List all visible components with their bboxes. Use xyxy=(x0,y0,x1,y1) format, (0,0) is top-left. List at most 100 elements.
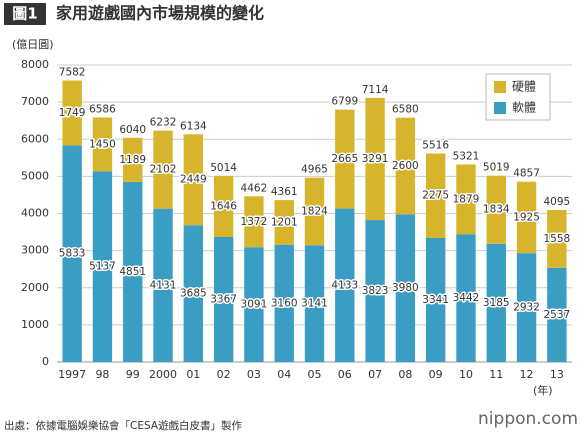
y-tick-label: 0 xyxy=(42,355,49,368)
y-tick-label: 6000 xyxy=(21,132,49,145)
total-label: 5014 xyxy=(210,162,237,174)
value-label: 2449 xyxy=(180,174,207,186)
legend-label: 軟體 xyxy=(512,100,536,115)
value-label: 5137 xyxy=(89,261,116,273)
value-label: 3291 xyxy=(362,153,389,165)
bar-segment xyxy=(365,97,385,221)
value-label: 4851 xyxy=(119,266,146,278)
total-label: 5019 xyxy=(483,162,510,174)
bar-segment xyxy=(62,80,82,146)
value-label: 2537 xyxy=(543,309,570,321)
x-tick-label: 08 xyxy=(398,368,412,381)
bar-segment xyxy=(547,209,567,268)
bar-segment xyxy=(547,267,567,362)
bar-segment xyxy=(425,153,446,238)
value-label: 3823 xyxy=(362,285,389,297)
value-label: 3141 xyxy=(301,298,328,310)
bar-segment xyxy=(92,171,113,362)
legend-swatch xyxy=(494,102,506,114)
x-tick-label: 11 xyxy=(489,368,503,381)
bar-segment xyxy=(425,237,446,362)
bar-segment xyxy=(183,225,204,362)
total-label: 6586 xyxy=(89,103,116,115)
value-label: 1646 xyxy=(210,200,237,212)
x-tick-label: 2000 xyxy=(149,368,177,381)
bar-segment xyxy=(213,237,234,362)
total-label: 4857 xyxy=(513,168,540,180)
bar-segment xyxy=(244,247,264,362)
value-label: 3160 xyxy=(271,297,298,309)
x-tick-label: 02 xyxy=(217,368,231,381)
value-label: 4131 xyxy=(150,279,177,291)
total-label: 7114 xyxy=(362,84,389,96)
x-tick-label: 98 xyxy=(95,368,109,381)
total-label: 4965 xyxy=(301,164,328,176)
figure-label: 圖1 xyxy=(12,5,37,23)
bar-segment xyxy=(486,175,506,244)
value-label: 2102 xyxy=(150,164,177,176)
bar-segment xyxy=(365,220,385,362)
value-label: 5833 xyxy=(59,248,86,260)
value-label: 1749 xyxy=(59,107,86,119)
total-label: 4361 xyxy=(271,186,298,198)
x-tick-label: 09 xyxy=(429,368,443,381)
value-label: 2932 xyxy=(513,302,540,314)
y-tick-label: 3000 xyxy=(21,244,49,257)
x-tick-label: 07 xyxy=(368,368,382,381)
bar-segment xyxy=(62,145,82,362)
y-tick-label: 5000 xyxy=(21,169,49,182)
y-axis-label: (億日圓) xyxy=(12,38,54,51)
y-tick-label: 4000 xyxy=(21,207,49,220)
value-label: 1925 xyxy=(513,211,540,223)
value-label: 2275 xyxy=(422,190,449,202)
value-label: 1558 xyxy=(543,233,570,245)
y-tick-label: 2000 xyxy=(21,281,49,294)
total-label: 6232 xyxy=(150,117,177,129)
bar-segment xyxy=(153,208,173,362)
bar-segment xyxy=(123,137,143,182)
value-label: 3367 xyxy=(210,294,237,306)
bar-segment xyxy=(516,181,537,254)
value-label: 3341 xyxy=(422,294,449,306)
source: 出處：依據電腦娛樂協會「CESA遊戲白皮書」製作 xyxy=(4,419,243,432)
total-label: 4462 xyxy=(241,182,268,194)
value-label: 3442 xyxy=(453,292,480,304)
x-tick-label: 03 xyxy=(247,368,261,381)
total-label: 5516 xyxy=(422,140,449,152)
bar-segment xyxy=(395,117,416,215)
value-label: 3980 xyxy=(392,282,419,294)
value-label: 3185 xyxy=(483,297,510,309)
bar-segment xyxy=(486,243,506,362)
value-label: 1834 xyxy=(483,204,510,216)
bar-segment xyxy=(516,253,537,362)
bar-segment xyxy=(153,130,173,209)
x-tick-label: 01 xyxy=(186,368,200,381)
legend-swatch xyxy=(494,81,506,93)
value-label: 3685 xyxy=(180,288,207,300)
bar-segment xyxy=(213,175,234,238)
bar-segment xyxy=(335,208,355,362)
y-tick-label: 1000 xyxy=(21,318,49,331)
value-label: 2665 xyxy=(331,153,358,165)
value-label: 2600 xyxy=(392,160,419,172)
value-label: 1879 xyxy=(453,193,480,205)
chart-title: 家用遊戲國內市場規模的變化 xyxy=(56,4,264,23)
bar-segment xyxy=(183,134,204,226)
bar-segment xyxy=(123,181,143,362)
total-label: 7582 xyxy=(59,67,86,79)
y-tick-label: 7000 xyxy=(21,95,49,108)
value-label: 1824 xyxy=(301,206,328,218)
total-label: 6040 xyxy=(119,124,146,136)
x-tick-label: 1997 xyxy=(58,368,86,381)
x-tick-label: 10 xyxy=(459,368,473,381)
total-label: 6580 xyxy=(392,104,419,116)
bar-segment xyxy=(395,214,416,362)
bar-segment xyxy=(244,196,264,248)
x-tick-label: 12 xyxy=(520,368,534,381)
bar-segment xyxy=(456,164,476,235)
total-label: 4095 xyxy=(543,196,570,208)
x-axis-label: (年) xyxy=(533,383,553,397)
x-tick-label: 05 xyxy=(308,368,322,381)
value-label: 1450 xyxy=(89,138,116,150)
